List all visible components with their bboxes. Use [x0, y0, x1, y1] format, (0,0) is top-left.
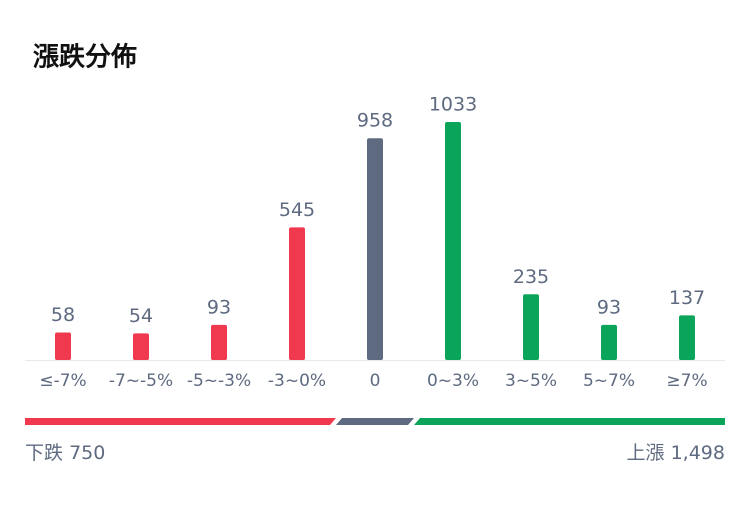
up-bar	[414, 418, 725, 425]
value-label: 958	[357, 110, 393, 132]
bar	[523, 294, 539, 360]
value-label: 137	[669, 287, 705, 309]
x-tick-label: -7~-5%	[109, 371, 173, 391]
flat-bar	[336, 418, 414, 425]
summary-down: 下跌 750	[25, 442, 105, 464]
x-tick-label: ≤-7%	[39, 371, 86, 391]
bar	[211, 324, 227, 360]
value-label: 58	[51, 304, 75, 326]
value-label: 545	[279, 199, 315, 221]
x-tick-label: 5~7%	[583, 371, 635, 391]
value-label: 93	[207, 296, 231, 318]
bar	[55, 332, 71, 360]
value-label: 93	[597, 296, 621, 318]
value-label: 54	[129, 305, 153, 327]
up-count: 1,498	[671, 442, 725, 464]
down-count: 750	[69, 442, 105, 464]
bar	[367, 138, 383, 360]
x-tick-label: -5~-3%	[187, 371, 251, 391]
summary-up: 上漲 1,498	[627, 442, 725, 464]
down-bar	[25, 418, 336, 425]
bar	[679, 315, 695, 360]
x-tick-label: -3~0%	[268, 371, 326, 391]
down-label: 下跌	[25, 442, 63, 464]
bar	[445, 122, 461, 360]
bar	[133, 333, 149, 360]
value-label: 235	[513, 266, 549, 288]
up-label: 上漲	[627, 442, 665, 464]
x-tick-label: ≥7%	[666, 371, 707, 391]
chart-title: 漲跌分佈	[33, 42, 137, 73]
bar	[601, 324, 617, 360]
value-label: 1033	[429, 94, 477, 116]
x-tick-label: 3~5%	[505, 371, 557, 391]
x-tick-label: 0~3%	[427, 371, 479, 391]
bar	[289, 227, 305, 360]
x-tick-label: 0	[370, 371, 381, 391]
